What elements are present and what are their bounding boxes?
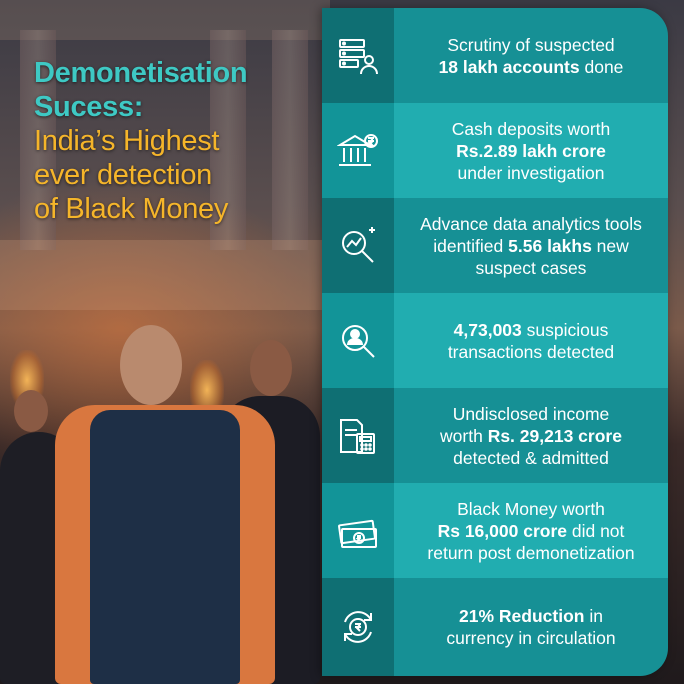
fact-row-black-money: Black Money worth Rs 16,000 crore did not…: [322, 483, 668, 578]
fact-row-undisclosed-income: Undisclosed income worth Rs. 29,213 crore…: [322, 388, 668, 483]
fact-text: Black Money worth Rs 16,000 crore did not…: [394, 483, 668, 578]
building-balcony: [0, 240, 330, 310]
analytics-magnifier-icon: [322, 198, 394, 293]
fact-text: Scrutiny of suspected 18 lakh accounts do…: [394, 8, 668, 103]
fact-row-cash-deposits: Cash deposits worth Rs.2.89 lakh crore und…: [322, 103, 668, 198]
building-pillar: [210, 30, 246, 250]
fact-text: 21% Reduction in currency in circulation: [394, 578, 668, 676]
rupee-cycle-icon: [322, 578, 394, 676]
building-pillar: [20, 30, 56, 250]
server-user-icon: [322, 8, 394, 103]
fact-text: Cash deposits worth Rs.2.89 lakh crore und…: [394, 103, 668, 198]
fact-row-analytics: Advance data analytics tools identified 5…: [322, 198, 668, 293]
headline: Demonetisation Sucess: India’s Highest e…: [34, 56, 324, 226]
person-center: [55, 325, 275, 684]
fact-text: Advance data analytics tools identified 5…: [394, 198, 668, 293]
bank-rupee-icon: [322, 103, 394, 198]
fact-text: 4,73,003 suspicious transactions detected: [394, 293, 668, 388]
facts-panel: Scrutiny of suspected 18 lakh accounts do…: [322, 8, 668, 676]
documents-calculator-icon: [322, 388, 394, 483]
fact-row-currency-reduction: 21% Reduction in currency in circulation: [322, 578, 668, 676]
headline-subtitle: India’s Highest ever detection of Black …: [34, 125, 229, 225]
user-magnifier-icon: [322, 293, 394, 388]
fact-text: Undisclosed income worth Rs. 29,213 crore…: [394, 388, 668, 483]
fact-row-accounts: Scrutiny of suspected 18 lakh accounts do…: [322, 8, 668, 103]
headline-title: Demonetisation Sucess:: [34, 57, 248, 123]
building-pillar: [272, 30, 308, 250]
banknotes-icon: [322, 483, 394, 578]
fact-row-transactions: 4,73,003 suspicious transactions detected: [322, 293, 668, 388]
